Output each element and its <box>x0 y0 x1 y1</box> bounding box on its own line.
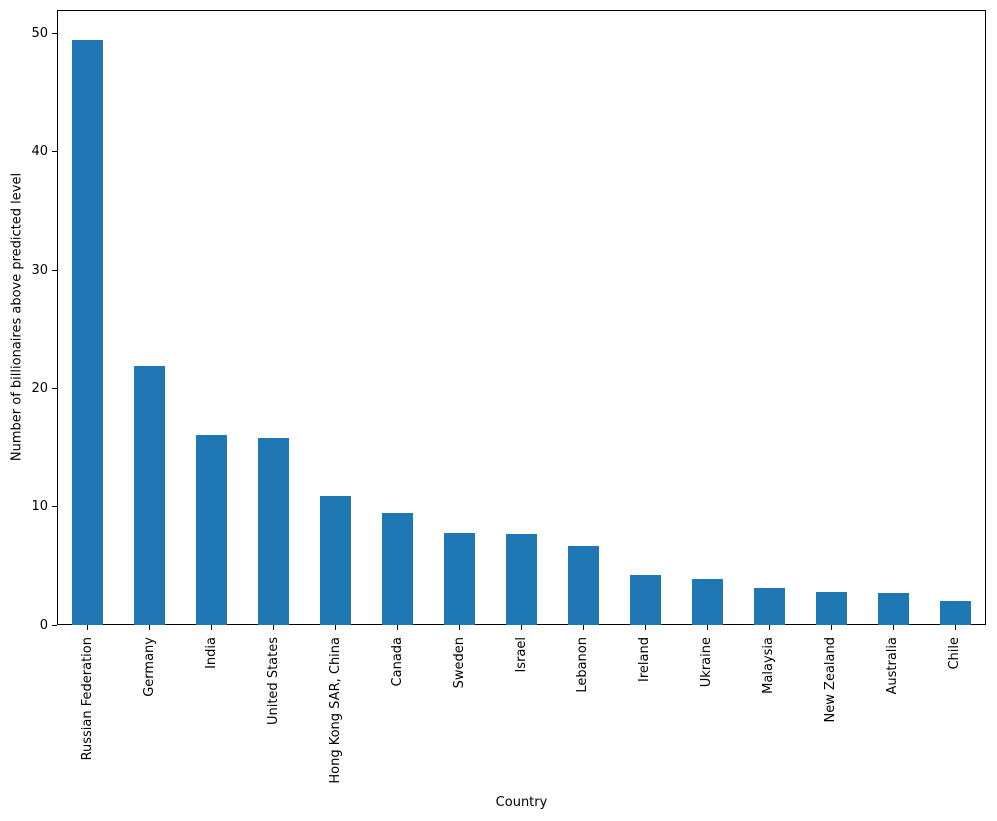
x-tick-mark <box>830 625 832 630</box>
bar <box>753 588 785 625</box>
x-tick-label-text: Australia <box>885 637 901 695</box>
bar <box>320 496 352 625</box>
x-tick-label-text: Lebanon <box>575 637 591 693</box>
y-tick-mark <box>52 624 57 626</box>
x-tick-label-text: Hong Kong SAR, China <box>327 637 343 784</box>
x-tick-mark <box>211 625 213 630</box>
bar <box>134 365 166 625</box>
bar <box>444 532 476 625</box>
x-tick-label-text: United States <box>265 637 281 726</box>
y-tick-mark <box>52 151 57 153</box>
x-tick-label-text: Canada <box>389 637 405 687</box>
bar <box>72 39 104 625</box>
x-tick-label-text: Malaysia <box>761 637 777 694</box>
bar <box>815 591 847 625</box>
x-tick-label-text: Sweden <box>451 637 467 689</box>
x-tick-label-text: Germany <box>141 637 157 697</box>
y-tick-label: 50 <box>31 26 48 42</box>
x-tick-mark <box>706 625 708 630</box>
x-tick-mark <box>582 625 584 630</box>
y-tick-mark <box>52 387 57 389</box>
y-tick-mark <box>52 269 57 271</box>
x-tick-mark <box>521 625 522 630</box>
x-tick-label-text: New Zealand <box>823 637 839 723</box>
bar <box>567 545 599 625</box>
x-tick-mark <box>459 625 461 630</box>
x-tick-mark <box>149 625 151 630</box>
bar <box>877 593 909 625</box>
y-tick-label: 0 <box>39 617 48 633</box>
x-tick-label-text: Chile <box>947 637 963 670</box>
y-tick-mark <box>52 33 57 35</box>
bar <box>258 438 290 625</box>
bar <box>939 601 971 625</box>
x-tick-mark <box>335 625 337 630</box>
y-tick-label: 40 <box>31 144 48 160</box>
x-tick-mark <box>644 625 646 630</box>
x-tick-label-text: India <box>203 637 219 669</box>
bar <box>196 434 228 625</box>
y-tick-mark <box>52 506 57 508</box>
bar <box>506 533 537 625</box>
x-axis-label: Country <box>495 795 548 810</box>
bar <box>691 578 723 625</box>
x-tick-label-text: Ukraine <box>699 637 715 688</box>
x-tick-mark <box>892 625 894 630</box>
y-tick-label: 20 <box>31 380 48 396</box>
bar <box>382 512 414 625</box>
bar <box>629 575 661 625</box>
x-tick-mark <box>87 625 89 630</box>
x-tick-label-text: Ireland <box>637 637 653 682</box>
y-axis-label: Number of billionaires above predicted l… <box>9 172 25 462</box>
x-tick-label-text: Israel <box>513 637 529 673</box>
x-tick-mark <box>954 625 956 630</box>
x-tick-label-text: Russian Federation <box>79 637 95 761</box>
y-tick-label: 30 <box>31 262 48 278</box>
y-tick-label: 10 <box>31 499 48 515</box>
x-tick-mark <box>768 625 770 630</box>
x-tick-mark <box>397 625 399 630</box>
x-tick-mark <box>273 625 275 630</box>
